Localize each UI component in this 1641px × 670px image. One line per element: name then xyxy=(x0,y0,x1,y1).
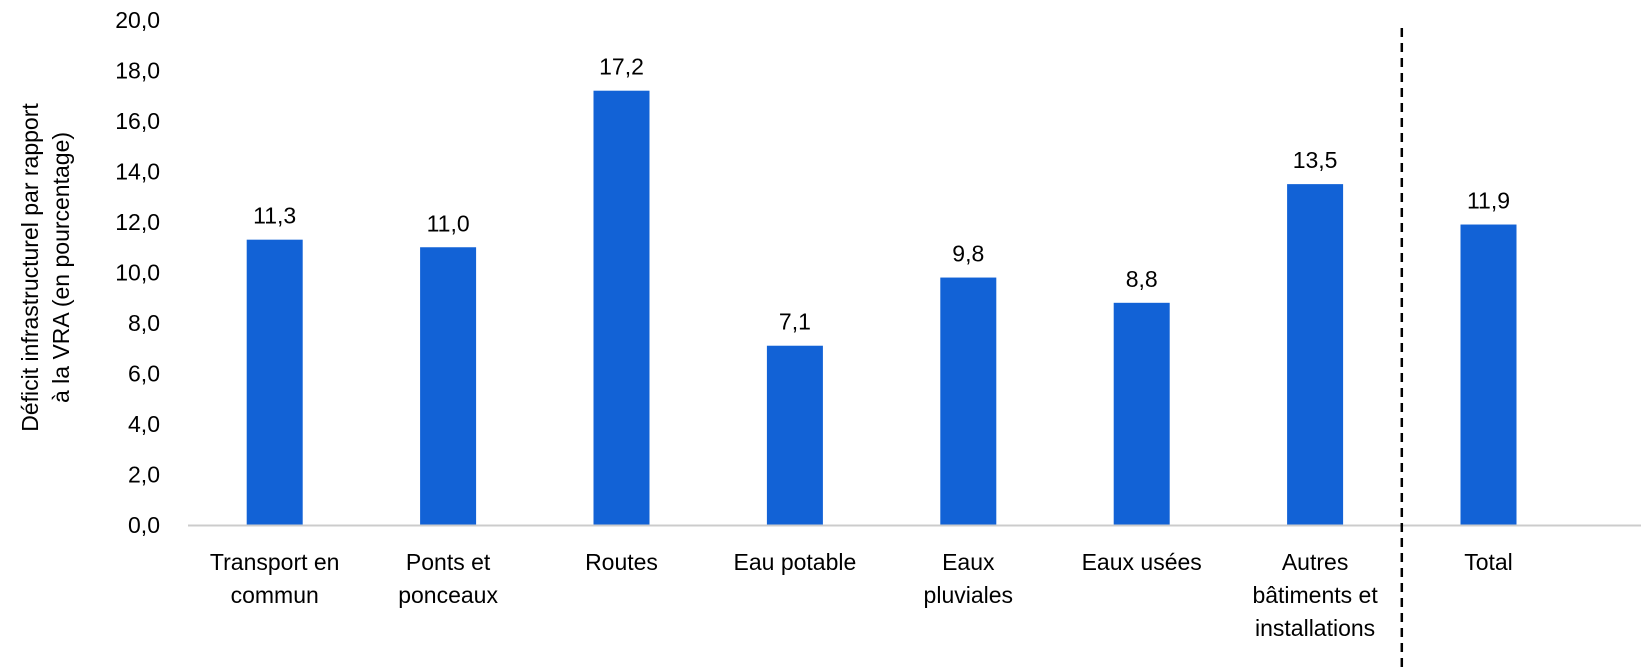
data-labels: 11,3 11,0 17,2 7,1 9,8 8,8 13,5 11,9 xyxy=(253,54,1510,335)
data-label: 11,0 xyxy=(427,210,470,236)
bar xyxy=(246,239,303,526)
category-label: installations xyxy=(1255,615,1375,641)
category-label: commun xyxy=(231,582,319,608)
bar xyxy=(1460,224,1517,525)
category-label: pluviales xyxy=(924,582,1014,608)
bar xyxy=(420,247,477,525)
y-axis-title-line: Déficit infrastructurel par rapport xyxy=(17,103,43,432)
bar xyxy=(766,345,823,525)
bar xyxy=(1287,184,1344,525)
category-label: Eaux xyxy=(942,549,995,575)
y-tick-label: 2,0 xyxy=(128,462,160,488)
bar xyxy=(593,90,650,525)
data-label: 11,9 xyxy=(1467,188,1510,214)
y-tick-label: 6,0 xyxy=(128,361,160,387)
category-labels: Transport en commun Ponts et ponceaux Routes… xyxy=(210,549,1513,641)
y-tick-label: 20,0 xyxy=(115,7,160,33)
y-tick-label: 16,0 xyxy=(115,108,160,134)
data-label: 9,8 xyxy=(952,241,984,267)
y-tick-label: 0,0 xyxy=(128,512,160,538)
category-label: bâtiments et xyxy=(1252,582,1378,608)
category-label: Transport en xyxy=(210,549,340,575)
category-label: Eaux usées xyxy=(1082,549,1202,575)
data-label: 7,1 xyxy=(779,309,811,335)
bar xyxy=(1113,302,1170,525)
category-label: Autres xyxy=(1282,549,1348,575)
y-tick-label: 12,0 xyxy=(115,209,160,235)
y-tick-label: 18,0 xyxy=(115,58,160,84)
y-tick-label: 10,0 xyxy=(115,260,160,286)
bars xyxy=(246,90,1517,526)
bar xyxy=(940,277,997,525)
category-label: Total xyxy=(1464,549,1513,575)
data-label: 11,3 xyxy=(253,203,296,229)
category-label: Routes xyxy=(585,549,658,575)
y-axis-title: Déficit infrastructurel par rapport à la … xyxy=(17,103,74,432)
category-label: Eau potable xyxy=(734,549,857,575)
y-axis-title-line: à la VRA (en pourcentage) xyxy=(48,132,74,403)
y-axis-ticks: 0,0 2,0 4,0 6,0 8,0 10,0 12,0 14,0 16,0 18,0 20,0 xyxy=(115,7,160,538)
y-tick-label: 14,0 xyxy=(115,159,160,185)
data-label: 13,5 xyxy=(1293,147,1338,173)
data-label: 17,2 xyxy=(599,54,644,80)
category-label: ponceaux xyxy=(398,582,498,608)
y-tick-label: 4,0 xyxy=(128,411,160,437)
category-label: Ponts et xyxy=(406,549,491,575)
data-label: 8,8 xyxy=(1126,266,1158,292)
y-tick-label: 8,0 xyxy=(128,310,160,336)
